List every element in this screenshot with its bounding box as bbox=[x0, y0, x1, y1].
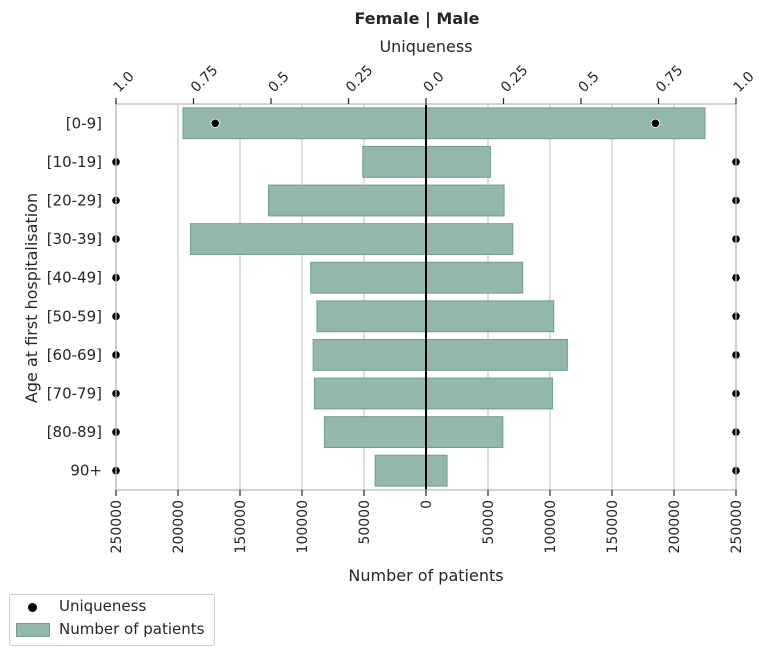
female-bar bbox=[374, 454, 427, 487]
bottom-axis-label: Number of patients bbox=[348, 566, 503, 585]
male-bar bbox=[425, 338, 568, 371]
category-label: [60-69] bbox=[47, 346, 102, 364]
category-label: [70-79] bbox=[47, 385, 102, 403]
female-bar bbox=[323, 416, 427, 449]
bottom-tick-label: 50000 bbox=[357, 500, 373, 545]
female-bar bbox=[310, 261, 427, 294]
legend-label: Uniqueness bbox=[59, 597, 147, 615]
female-uniqueness-dot bbox=[210, 118, 220, 128]
dot-marker-icon bbox=[28, 603, 37, 612]
male-bar bbox=[425, 261, 524, 294]
category-label: [20-29] bbox=[47, 192, 102, 210]
male-uniqueness-dot bbox=[650, 118, 661, 128]
category-label: [30-39] bbox=[47, 230, 102, 248]
male-bar bbox=[425, 223, 514, 256]
top-tick-label: 0.0 bbox=[421, 69, 448, 96]
female-bar bbox=[316, 300, 427, 333]
category-label: [0-9] bbox=[66, 114, 102, 132]
male-bar bbox=[425, 300, 555, 333]
top-tick-label: 0.25 bbox=[498, 62, 531, 95]
bottom-tick-label: 50000 bbox=[481, 500, 497, 545]
patient-bars bbox=[182, 107, 706, 487]
top-tick-label: 0.75 bbox=[653, 62, 686, 95]
male-bar bbox=[425, 107, 706, 140]
female-bar bbox=[182, 107, 427, 140]
category-label: [10-19] bbox=[47, 153, 102, 171]
legend-label: Number of patients bbox=[59, 620, 205, 638]
top-axis-label: Uniqueness bbox=[379, 37, 472, 56]
female-bar bbox=[312, 338, 427, 371]
top-tick-label: 0.25 bbox=[343, 62, 376, 95]
bottom-tick-label: 250000 bbox=[729, 500, 745, 553]
female-bar bbox=[189, 223, 427, 256]
category-label: [80-89] bbox=[47, 423, 102, 441]
female-bar bbox=[362, 145, 427, 178]
y-axis-label: Age at first hospitalisation bbox=[22, 193, 41, 403]
legend: Uniqueness Number of patients bbox=[9, 594, 215, 646]
female-bar bbox=[268, 184, 427, 217]
bar-patch-icon bbox=[16, 623, 50, 637]
category-label: [50-59] bbox=[47, 307, 102, 325]
bottom-tick-label: 250000 bbox=[109, 500, 125, 553]
category-label: 90+ bbox=[70, 462, 102, 480]
bottom-tick-label: 0 bbox=[419, 500, 435, 509]
bottom-tick-label: 100000 bbox=[295, 500, 311, 553]
chart-title: Female | Male bbox=[355, 9, 480, 29]
male-bar bbox=[425, 184, 505, 217]
top-tick-label: 1.0 bbox=[111, 69, 138, 96]
bottom-tick-label: 100000 bbox=[543, 500, 559, 553]
male-bar bbox=[425, 377, 553, 410]
bottom-tick-label: 150000 bbox=[233, 500, 249, 553]
top-tick-label: 0.75 bbox=[188, 62, 221, 95]
male-bar bbox=[425, 454, 448, 487]
category-label: [40-49] bbox=[47, 269, 102, 287]
top-tick-label: 0.5 bbox=[266, 69, 293, 96]
bottom-tick-label: 150000 bbox=[605, 500, 621, 553]
male-bar bbox=[425, 416, 504, 449]
axes bbox=[115, 98, 737, 496]
female-bar bbox=[313, 377, 427, 410]
bottom-tick-label: 200000 bbox=[171, 500, 187, 553]
male-bar bbox=[425, 145, 491, 178]
top-tick-label: 1.0 bbox=[731, 69, 758, 96]
bottom-tick-label: 200000 bbox=[667, 500, 683, 553]
top-tick-label: 0.5 bbox=[576, 69, 603, 96]
